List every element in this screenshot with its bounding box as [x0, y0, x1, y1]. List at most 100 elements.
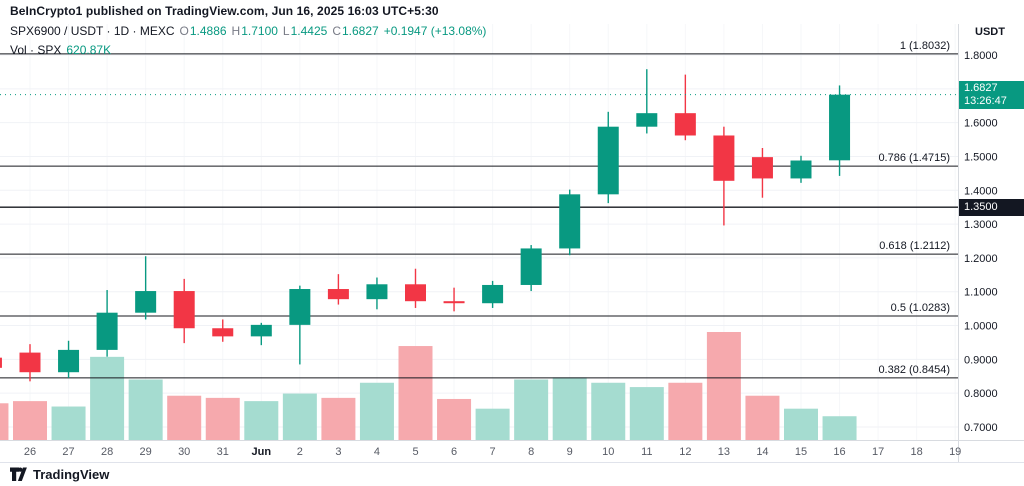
price-tick-label: 0.7000	[964, 422, 998, 434]
candle[interactable]	[0, 357, 2, 368]
quote-currency-label: USDT	[975, 26, 1005, 38]
candle[interactable]	[829, 94, 851, 161]
date-label[interactable]: 6	[451, 446, 457, 458]
candle[interactable]	[212, 328, 234, 337]
price-tick-label: 1.6000	[964, 118, 998, 130]
volume-bar[interactable]	[398, 346, 433, 440]
date-label[interactable]: 11	[641, 446, 652, 458]
candle[interactable]	[19, 352, 41, 373]
tradingview-logo-icon[interactable]	[10, 467, 27, 482]
volume-label[interactable]: Vol · SPX	[10, 43, 62, 57]
date-label[interactable]: 16	[833, 446, 845, 458]
volume-bar[interactable]	[51, 406, 86, 440]
symbol-title[interactable]: SPX6900 / USDT · 1D · MEXC	[10, 24, 175, 38]
candle[interactable]	[289, 289, 311, 325]
candle[interactable]	[520, 248, 542, 285]
date-label[interactable]: 10	[602, 446, 614, 458]
candle[interactable]	[366, 284, 388, 300]
volume-bar[interactable]	[90, 356, 125, 440]
ohlc-close: C 1.6827	[332, 24, 379, 38]
volume-bar[interactable]	[745, 395, 780, 440]
fib-label: 0.786 (1.4715)	[878, 152, 950, 164]
price-tick-label: 0.8000	[964, 388, 998, 400]
volume-bar[interactable]	[591, 382, 626, 440]
volume-bar[interactable]	[128, 379, 163, 440]
date-label[interactable]: 13	[718, 446, 730, 458]
volume-bar[interactable]	[167, 395, 202, 440]
candle[interactable]	[751, 157, 773, 179]
volume-bar[interactable]	[552, 377, 587, 440]
volume-bar[interactable]	[0, 403, 9, 440]
volume-bar[interactable]	[668, 382, 703, 440]
attribution-text: BeInCrypto1 published on TradingView.com…	[10, 4, 439, 18]
volume-bar[interactable]	[437, 398, 472, 440]
date-label[interactable]: 9	[567, 446, 573, 458]
candle[interactable]	[443, 301, 465, 304]
candle[interactable]	[250, 324, 272, 337]
candle[interactable]	[96, 312, 118, 350]
date-label[interactable]: 7	[490, 446, 496, 458]
date-label[interactable]: 14	[756, 446, 768, 458]
ohlc-open: O 1.4886	[179, 24, 227, 38]
date-label[interactable]: 12	[679, 446, 691, 458]
price-tick-label: 1.4000	[964, 185, 998, 197]
fib-label: 1 (1.8032)	[900, 40, 950, 52]
footer-bar: TradingView	[0, 462, 1024, 485]
tradingview-wordmark[interactable]: TradingView	[33, 466, 110, 482]
volume-bar[interactable]	[13, 401, 47, 440]
candle[interactable]	[327, 289, 349, 300]
date-label[interactable]: 3	[335, 446, 341, 458]
fib-label: 0.5 (1.0283)	[891, 302, 950, 314]
date-label[interactable]: 29	[140, 446, 152, 458]
date-label[interactable]: 26	[24, 446, 36, 458]
date-label[interactable]: 8	[528, 446, 534, 458]
volume-bar[interactable]	[784, 408, 818, 440]
fib-label: 0.382 (0.8454)	[878, 364, 950, 376]
volume-bar[interactable]	[822, 416, 857, 440]
ohlc-high: H 1.7100	[231, 24, 278, 38]
current-price-value: 1.6827	[964, 81, 998, 94]
date-label[interactable]: 17	[872, 446, 884, 458]
candle[interactable]	[636, 113, 658, 127]
date-label[interactable]: Jun	[252, 446, 272, 458]
candle[interactable]	[405, 284, 426, 302]
price-tick-label: 1.8000	[964, 50, 998, 62]
volume-bar[interactable]	[244, 401, 279, 440]
volume-bar[interactable]	[282, 393, 317, 440]
date-label[interactable]: 31	[217, 446, 229, 458]
date-label[interactable]: 28	[101, 446, 113, 458]
volume-bar[interactable]	[514, 379, 549, 440]
current-price-tag: 1.6827 13:26:47	[959, 80, 1024, 109]
candle[interactable]	[173, 291, 195, 329]
candle[interactable]	[790, 160, 812, 179]
date-label[interactable]: 18	[911, 446, 923, 458]
candle-countdown: 13:26:47	[964, 94, 1007, 107]
volume-bar[interactable]	[706, 332, 741, 440]
price-tick-label: 1.3000	[964, 219, 998, 231]
volume-bar[interactable]	[475, 408, 510, 440]
candle[interactable]	[482, 284, 504, 304]
candle[interactable]	[674, 113, 696, 136]
volume-bar[interactable]	[629, 387, 664, 440]
price-tick-label: 1.0000	[964, 321, 998, 333]
fib-label: 0.618 (1.2112)	[879, 240, 950, 252]
date-label[interactable]: 27	[62, 446, 74, 458]
candle[interactable]	[559, 194, 581, 249]
date-label[interactable]: 4	[374, 446, 380, 458]
volume-bar[interactable]	[359, 382, 394, 440]
candle[interactable]	[135, 291, 157, 313]
date-label[interactable]: 15	[795, 446, 807, 458]
candle[interactable]	[713, 135, 735, 181]
volume-bar[interactable]	[321, 397, 356, 440]
price-tick-label: 1.1000	[964, 287, 998, 299]
candle[interactable]	[597, 126, 619, 195]
date-label[interactable]: 5	[412, 446, 418, 458]
candle[interactable]	[58, 349, 80, 373]
date-label[interactable]: 30	[178, 446, 190, 458]
date-label[interactable]: 19	[949, 446, 961, 458]
price-tick-label: 1.2000	[964, 253, 998, 265]
date-label[interactable]: 2	[297, 446, 303, 458]
volume-bar[interactable]	[205, 397, 240, 440]
